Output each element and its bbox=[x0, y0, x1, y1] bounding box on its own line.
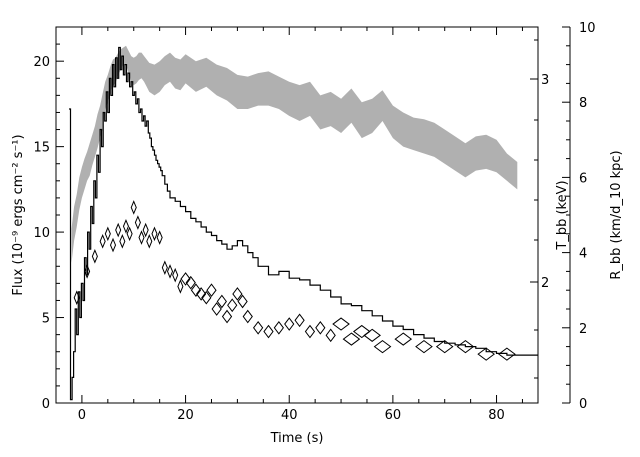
radius-diamond-33 bbox=[242, 309, 253, 324]
radius-diamond-50 bbox=[456, 339, 475, 354]
x-axis-label: Time (s) bbox=[270, 431, 324, 446]
temperature-tick-label-1: 3 bbox=[541, 73, 549, 88]
radius-diamond-52 bbox=[498, 347, 516, 361]
radius-diamond-26 bbox=[206, 283, 217, 298]
radius-diamond-2 bbox=[91, 249, 98, 264]
radius-diamond-3 bbox=[99, 234, 106, 249]
flux-tick-label-3: 15 bbox=[33, 141, 50, 156]
flux-tick-label-4: 20 bbox=[33, 55, 50, 70]
radius-diamond-41 bbox=[325, 328, 336, 343]
radius-diamond-35 bbox=[263, 324, 274, 339]
radius-diamond-29 bbox=[221, 309, 233, 324]
radius-diamond-7 bbox=[119, 234, 126, 249]
radius-diamond-31 bbox=[232, 287, 243, 301]
radius-diamond-9 bbox=[126, 226, 133, 242]
y-axis-label-temperature: T_bb (keV) bbox=[555, 180, 570, 250]
radius-diamond-16 bbox=[156, 230, 163, 245]
radius-tick-label-0: 0 bbox=[579, 397, 587, 412]
x-tick-label-4: 80 bbox=[488, 408, 505, 423]
diamond-layer bbox=[73, 200, 516, 361]
radius-diamond-13 bbox=[142, 222, 149, 238]
radius-tick-label-5: 10 bbox=[579, 21, 596, 36]
radius-diamond-27 bbox=[211, 302, 222, 316]
radius-diamond-45 bbox=[363, 328, 381, 342]
radius-diamond-43 bbox=[342, 332, 361, 346]
radius-diamond-34 bbox=[253, 320, 264, 335]
radius-diamond-10 bbox=[130, 200, 137, 215]
radius-diamond-28 bbox=[216, 294, 227, 309]
radius-tick-label-3: 6 bbox=[579, 171, 587, 186]
radius-diamond-18 bbox=[166, 264, 174, 279]
radius-diamond-19 bbox=[172, 267, 179, 283]
radius-diamond-6 bbox=[115, 222, 122, 238]
y-axis-label-radius: R_bb (km/d_10 kpc) bbox=[609, 150, 624, 279]
x-tick-label-1: 20 bbox=[177, 408, 194, 423]
tick-label-layer: 0 20 40 60 80 0 5 10 15 20 2 3 0 2 4 6 8 10 bbox=[33, 21, 595, 423]
radius-diamond-12 bbox=[138, 230, 145, 245]
radius-diamond-48 bbox=[415, 339, 433, 354]
radius-diamond-44 bbox=[352, 324, 371, 339]
step-layer bbox=[69, 46, 538, 401]
radius-diamond-51 bbox=[477, 347, 496, 361]
radius-diamond-15 bbox=[151, 226, 158, 242]
temperature-tick-label-0: 2 bbox=[541, 276, 549, 291]
radius-diamond-14 bbox=[146, 234, 153, 249]
flux-tick-label-0: 0 bbox=[42, 397, 50, 412]
radius-diamond-47 bbox=[394, 332, 413, 346]
radius-diamond-17 bbox=[161, 260, 168, 275]
radius-diamond-40 bbox=[315, 320, 326, 335]
radius-diamond-49 bbox=[435, 339, 454, 354]
flux-step-line bbox=[69, 46, 538, 401]
radius-diamond-39 bbox=[304, 324, 316, 339]
tick-layer bbox=[56, 26, 570, 404]
radius-diamond-8 bbox=[122, 218, 130, 234]
radius-diamond-46 bbox=[373, 339, 392, 354]
radius-diamond-0 bbox=[73, 290, 80, 306]
y-axis-label-flux: Flux (10⁻⁹ ergs cm⁻² s⁻¹) bbox=[11, 134, 26, 295]
radius-diamond-5 bbox=[109, 237, 117, 253]
radius-diamond-30 bbox=[227, 298, 238, 313]
radius-tick-label-2: 4 bbox=[579, 247, 587, 262]
x-tick-label-3: 60 bbox=[385, 408, 402, 423]
flux-tick-label-2: 10 bbox=[33, 226, 50, 241]
flux-tick-label-1: 5 bbox=[42, 312, 50, 327]
radius-diamond-20 bbox=[177, 279, 184, 294]
x-tick-label-0: 0 bbox=[78, 408, 86, 423]
radius-diamond-24 bbox=[195, 287, 207, 301]
radius-diamond-32 bbox=[237, 294, 248, 309]
radius-diamond-21 bbox=[180, 272, 191, 286]
radius-diamond-4 bbox=[104, 226, 111, 242]
radius-diamond-22 bbox=[185, 275, 196, 290]
band-layer bbox=[71, 45, 518, 263]
radius-diamond-1 bbox=[84, 264, 91, 279]
radius-diamond-36 bbox=[273, 320, 284, 335]
x-tick-label-2: 40 bbox=[281, 408, 298, 423]
radius-diamond-25 bbox=[201, 290, 212, 305]
radius-diamond-23 bbox=[190, 283, 202, 298]
temperature-band bbox=[71, 45, 518, 263]
radius-tick-label-1: 2 bbox=[579, 322, 587, 337]
radius-diamond-38 bbox=[294, 313, 305, 328]
radius-diamond-37 bbox=[284, 317, 295, 331]
radius-tick-label-4: 8 bbox=[579, 96, 587, 111]
radius-diamond-11 bbox=[134, 215, 141, 230]
radius-diamond-42 bbox=[332, 317, 350, 331]
